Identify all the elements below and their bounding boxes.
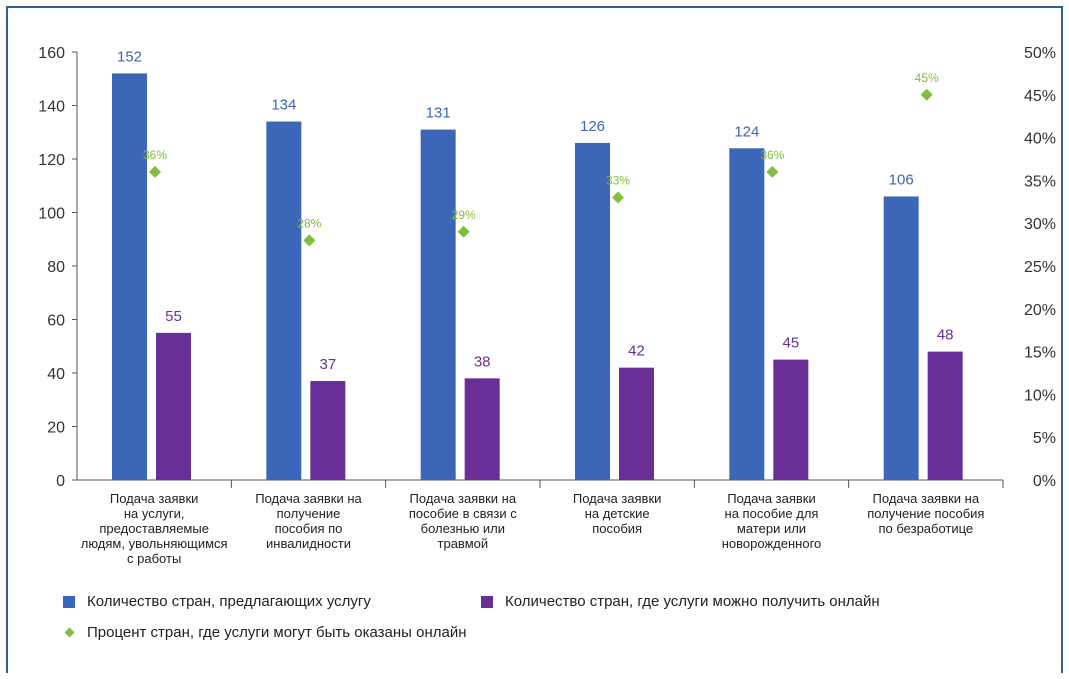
bar-blue [420, 129, 456, 480]
y-tick-label: 160 [38, 45, 65, 62]
y-tick-label: 80 [47, 259, 65, 276]
point-green [303, 234, 316, 247]
y-tick-label: 100 [38, 206, 65, 223]
legend-label-purple: Количество стран, где услуги можно получ… [505, 593, 880, 610]
bar-purple [310, 381, 346, 480]
bar-label-blue: 106 [889, 171, 914, 188]
y2-tick-label: 10% [1024, 387, 1056, 404]
legend-label-green: Процент стран, где услуги могут быть ока… [87, 624, 467, 641]
y-tick-label: 120 [38, 152, 65, 169]
bar-label-blue: 152 [117, 48, 142, 65]
bar-blue [729, 148, 765, 481]
legend-marker-green [64, 627, 75, 638]
category-label: Подача заявки на получение пособия по безр… [867, 491, 984, 536]
point-label-green: 29% [452, 208, 476, 222]
legend-item-purple: Количество стран, где услуги можно получ… [481, 593, 880, 610]
y2-tick-label: 30% [1024, 216, 1056, 233]
y2-tick-label: 40% [1024, 131, 1056, 148]
point-green [920, 88, 933, 101]
bar-blue [883, 196, 919, 480]
point-green [612, 191, 624, 204]
y2-tick-label: 0% [1033, 473, 1056, 490]
bar-label-purple: 38 [474, 353, 491, 370]
point-label-green: 33% [606, 174, 630, 188]
y2-tick-label: 45% [1024, 88, 1056, 105]
category-label: Подача заявки на детские пособия [573, 491, 662, 536]
y2-tick-label: 25% [1024, 259, 1056, 276]
bar-label-purple: 42 [628, 343, 645, 360]
bar-label-blue: 124 [734, 123, 759, 140]
bar-label-purple: 48 [937, 327, 954, 344]
bar-blue [575, 142, 610, 480]
y-tick-label: 20 [47, 420, 65, 437]
legend-item-blue: Количество стран, предлагающих услугу [63, 593, 371, 610]
bar-label-blue: 126 [580, 118, 605, 135]
legend-swatch-purple [481, 595, 493, 608]
bar-purple [927, 351, 963, 480]
legend-label-blue: Количество стран, предлагающих услугу [87, 593, 371, 610]
y2-tick-label: 35% [1024, 173, 1056, 190]
point-label-green: 28% [297, 216, 321, 230]
bar-label-blue: 131 [426, 105, 451, 122]
point-label-green: 45% [915, 71, 939, 85]
point-label-green: 36% [760, 148, 784, 162]
category-label: Подача заявки на пособие для матери или нов… [722, 491, 822, 551]
y-tick-label: 40 [47, 366, 65, 383]
bar-label-purple: 45 [782, 335, 799, 352]
category-label: Подача заявки на получение пособия по инвал… [255, 491, 362, 551]
legend-item-green: Процент стран, где услуги могут быть ока… [63, 624, 467, 641]
y2-tick-label: 50% [1024, 45, 1056, 62]
bar-blue [112, 73, 147, 481]
point-green [457, 225, 470, 238]
bar-label-purple: 37 [319, 356, 336, 373]
category-label: Подача заявки на услуги, предоставляемые лю… [81, 491, 228, 566]
y2-tick-label: 5% [1033, 430, 1056, 447]
point-green [766, 165, 779, 178]
bar-label-blue: 134 [271, 97, 296, 114]
y-tick-label: 140 [38, 99, 65, 116]
y2-tick-label: 15% [1024, 345, 1056, 362]
category-label: Подача заявки на пособие в связи с болезнь… [409, 491, 517, 551]
bar-label-purple: 55 [165, 308, 182, 325]
y-tick-label: 60 [47, 313, 65, 330]
legend-swatch-blue [63, 595, 75, 608]
bar-purple [619, 367, 654, 480]
y2-tick-label: 20% [1024, 302, 1056, 319]
point-green [149, 165, 161, 178]
bar-purple [464, 378, 500, 480]
bar-purple [156, 332, 191, 480]
y-tick-label: 0 [56, 473, 65, 490]
point-label-green: 36% [143, 148, 167, 162]
bar-blue [266, 121, 302, 481]
bar-purple [773, 359, 809, 480]
